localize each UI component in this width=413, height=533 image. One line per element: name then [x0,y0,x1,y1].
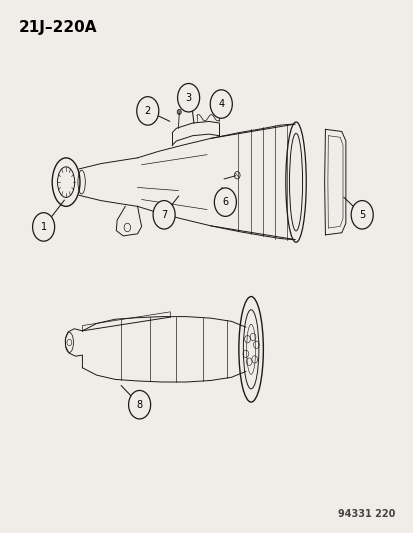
Text: 2: 2 [144,106,150,116]
Text: 4: 4 [218,99,224,109]
Circle shape [350,200,373,229]
Circle shape [153,200,175,229]
Circle shape [177,109,181,115]
Text: 94331 220: 94331 220 [337,508,394,519]
Text: 7: 7 [161,210,167,220]
Circle shape [210,90,232,118]
Circle shape [190,100,194,106]
Circle shape [33,213,55,241]
Circle shape [214,188,236,216]
Text: 3: 3 [185,93,191,103]
Text: 21J–220A: 21J–220A [19,20,97,35]
Circle shape [177,84,199,112]
Text: 6: 6 [222,197,228,207]
Circle shape [136,96,159,125]
Text: 8: 8 [136,400,142,410]
Circle shape [128,391,150,419]
Text: 1: 1 [40,222,47,232]
Text: 5: 5 [358,210,364,220]
